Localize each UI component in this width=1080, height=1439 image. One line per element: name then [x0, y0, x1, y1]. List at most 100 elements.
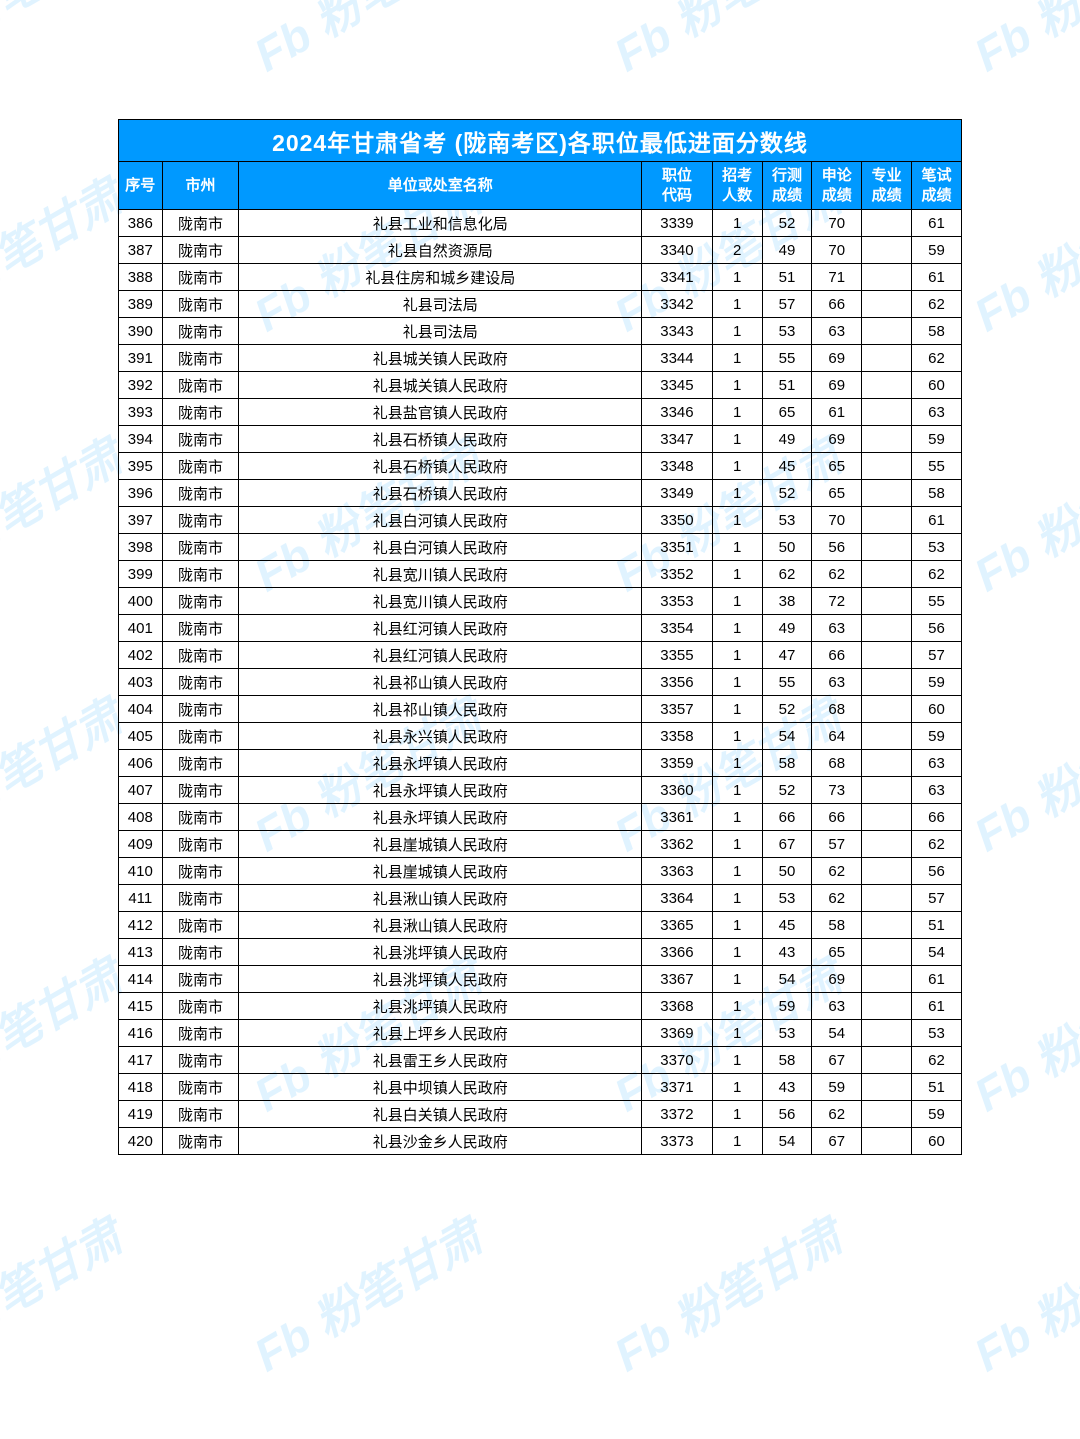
table-row: 397陇南市礼县白河镇人民政府33501537061 [119, 507, 962, 534]
cell-num: 1 [712, 1047, 762, 1074]
cell-seq: 394 [119, 426, 163, 453]
cell-num: 1 [712, 669, 762, 696]
cell-s2: 69 [812, 966, 862, 993]
cell-city: 陇南市 [162, 291, 239, 318]
cell-s4: 66 [911, 804, 961, 831]
cell-city: 陇南市 [162, 696, 239, 723]
cell-code: 3342 [642, 291, 713, 318]
table-row: 399陇南市礼县宽川镇人民政府33521626262 [119, 561, 962, 588]
col-header-seq: 序号 [119, 162, 163, 210]
cell-city: 陇南市 [162, 426, 239, 453]
cell-city: 陇南市 [162, 642, 239, 669]
cell-code: 3365 [642, 912, 713, 939]
cell-city: 陇南市 [162, 723, 239, 750]
cell-s4: 59 [911, 237, 961, 264]
cell-num: 1 [712, 750, 762, 777]
cell-code: 3339 [642, 210, 713, 237]
cell-s2: 69 [812, 345, 862, 372]
cell-s1: 53 [762, 507, 812, 534]
cell-code: 3371 [642, 1074, 713, 1101]
cell-s4: 63 [911, 750, 961, 777]
cell-unit: 礼县雷王乡人民政府 [239, 1047, 642, 1074]
cell-seq: 392 [119, 372, 163, 399]
cell-s2: 70 [812, 210, 862, 237]
cell-city: 陇南市 [162, 345, 239, 372]
cell-unit: 礼县司法局 [239, 291, 642, 318]
table-row: 405陇南市礼县永兴镇人民政府33581546459 [119, 723, 962, 750]
cell-seq: 391 [119, 345, 163, 372]
cell-s4: 55 [911, 588, 961, 615]
cell-s2: 62 [812, 561, 862, 588]
cell-s3 [862, 750, 912, 777]
cell-code: 3350 [642, 507, 713, 534]
cell-unit: 礼县工业和信息化局 [239, 210, 642, 237]
watermark: Fb 粉笔甘肃 [600, 1201, 852, 1385]
cell-s4: 61 [911, 507, 961, 534]
cell-unit: 礼县红河镇人民政府 [239, 642, 642, 669]
cell-code: 3360 [642, 777, 713, 804]
cell-code: 3356 [642, 669, 713, 696]
cell-s3 [862, 291, 912, 318]
cell-unit: 礼县石桥镇人民政府 [239, 426, 642, 453]
cell-s1: 58 [762, 1047, 812, 1074]
cell-s1: 52 [762, 210, 812, 237]
col-header-city: 市州 [162, 162, 239, 210]
cell-unit: 礼县祁山镇人民政府 [239, 669, 642, 696]
table-row: 391陇南市礼县城关镇人民政府33441556962 [119, 345, 962, 372]
cell-s3 [862, 1074, 912, 1101]
cell-s4: 59 [911, 723, 961, 750]
cell-unit: 礼县沙金乡人民政府 [239, 1128, 642, 1155]
table-row: 402陇南市礼县红河镇人民政府33551476657 [119, 642, 962, 669]
cell-seq: 390 [119, 318, 163, 345]
cell-s1: 45 [762, 912, 812, 939]
cell-s2: 65 [812, 939, 862, 966]
col-header-code: 职位代码 [642, 162, 713, 210]
cell-city: 陇南市 [162, 264, 239, 291]
cell-seq: 413 [119, 939, 163, 966]
cell-s2: 54 [812, 1020, 862, 1047]
cell-code: 3349 [642, 480, 713, 507]
table-row: 404陇南市礼县祁山镇人民政府33571526860 [119, 696, 962, 723]
cell-s2: 66 [812, 642, 862, 669]
cell-s3 [862, 804, 912, 831]
cell-code: 3355 [642, 642, 713, 669]
cell-s2: 66 [812, 291, 862, 318]
table-row: 406陇南市礼县永坪镇人民政府33591586863 [119, 750, 962, 777]
watermark: Fb 粉笔甘肃 [960, 941, 1080, 1125]
cell-s3 [862, 237, 912, 264]
table-row: 401陇南市礼县红河镇人民政府33541496356 [119, 615, 962, 642]
cell-city: 陇南市 [162, 1074, 239, 1101]
cell-s4: 54 [911, 939, 961, 966]
cell-s4: 59 [911, 426, 961, 453]
cell-code: 3343 [642, 318, 713, 345]
watermark: Fb 粉笔甘肃 [960, 0, 1080, 85]
table-row: 407陇南市礼县永坪镇人民政府33601527363 [119, 777, 962, 804]
cell-s3 [862, 966, 912, 993]
cell-s2: 58 [812, 912, 862, 939]
cell-s4: 62 [911, 345, 961, 372]
cell-s3 [862, 831, 912, 858]
cell-num: 1 [712, 480, 762, 507]
cell-seq: 412 [119, 912, 163, 939]
cell-s2: 65 [812, 453, 862, 480]
cell-s2: 69 [812, 372, 862, 399]
cell-city: 陇南市 [162, 993, 239, 1020]
cell-seq: 399 [119, 561, 163, 588]
cell-s3 [862, 588, 912, 615]
cell-s2: 62 [812, 858, 862, 885]
cell-unit: 礼县祁山镇人民政府 [239, 696, 642, 723]
cell-code: 3340 [642, 237, 713, 264]
cell-unit: 礼县盐官镇人民政府 [239, 399, 642, 426]
table-row: 419陇南市礼县白关镇人民政府33721566259 [119, 1101, 962, 1128]
cell-seq: 409 [119, 831, 163, 858]
cell-code: 3366 [642, 939, 713, 966]
cell-seq: 411 [119, 885, 163, 912]
cell-s4: 51 [911, 1074, 961, 1101]
cell-code: 3354 [642, 615, 713, 642]
cell-city: 陇南市 [162, 318, 239, 345]
cell-s2: 61 [812, 399, 862, 426]
cell-seq: 388 [119, 264, 163, 291]
cell-s3 [862, 1020, 912, 1047]
cell-s2: 72 [812, 588, 862, 615]
cell-num: 1 [712, 507, 762, 534]
